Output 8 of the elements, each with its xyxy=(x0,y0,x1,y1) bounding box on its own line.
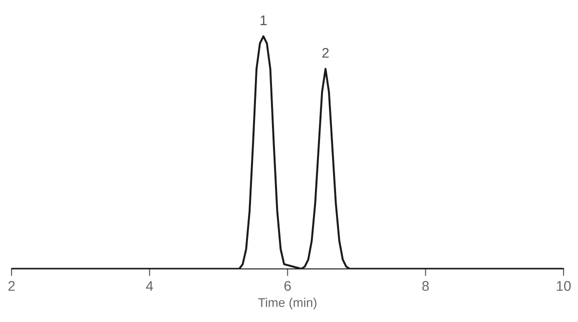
x-tick-label: 8 xyxy=(422,281,429,291)
annotation: 1 xyxy=(260,16,267,26)
x-axis-title: Time (min) xyxy=(258,298,316,310)
x-tick-label: 2 xyxy=(8,281,15,291)
x-tick-label: 6 xyxy=(284,281,291,291)
x-tick-label: 10 xyxy=(556,281,571,291)
annotation: 2 xyxy=(322,48,329,58)
x-tick-label: 4 xyxy=(146,281,154,291)
